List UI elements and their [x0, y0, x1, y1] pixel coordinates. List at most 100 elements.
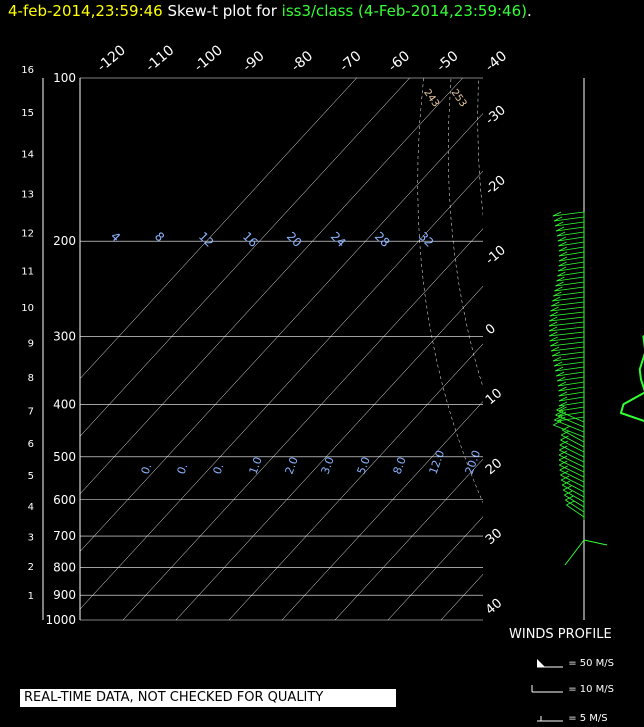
- wind-barb-feather: [555, 366, 564, 372]
- wind-legend-50-label: = 50 M/S: [568, 658, 614, 669]
- wind-barb-feather: [554, 221, 564, 227]
- temperature-top-label: -40: [482, 48, 510, 75]
- wind-barb: [549, 311, 585, 317]
- wind-barb: [556, 276, 585, 282]
- height-tick-label: 16: [21, 65, 34, 76]
- isobar-grid: [80, 77, 483, 621]
- wind-barb-feather: [556, 376, 566, 382]
- wind-legend-10-label: = 10 M/S: [568, 684, 614, 695]
- wind-barb: [549, 336, 585, 342]
- title-datetime: 4-feb-2014,23:59:46: [8, 2, 163, 20]
- mixing-ratio-line: [522, 241, 644, 620]
- wind-barb-feather: [559, 445, 568, 451]
- wind-barb: [558, 241, 585, 247]
- height-tick-label: 14: [21, 150, 34, 161]
- temperature-right-label: 20: [483, 456, 505, 478]
- temperature-top-label: -60: [385, 48, 413, 75]
- height-tick-label: 7: [28, 406, 34, 417]
- wind-barb-5-icon: [537, 716, 563, 722]
- temperature-right-label: -20: [483, 173, 509, 198]
- wind-barb: [558, 459, 585, 473]
- wind-barb: [558, 386, 585, 392]
- wind-barb: [558, 454, 585, 468]
- isotherm-grid: [80, 78, 644, 620]
- wind-barb-feather: [565, 495, 574, 501]
- wind-barb: [583, 539, 608, 546]
- wind-barb-feather: [552, 296, 561, 302]
- isotherm-line: [80, 78, 410, 437]
- wind-barb: [556, 226, 585, 232]
- wind-barb-feather: [558, 391, 568, 397]
- wind-barb: [549, 316, 585, 322]
- pressure-tick-label: 600: [53, 493, 76, 507]
- wind-barb: [561, 434, 585, 448]
- wind-barb: [553, 216, 585, 222]
- temperature-right-label: -30: [483, 103, 509, 128]
- temperature-top-label: -70: [337, 48, 365, 75]
- wind-barb-feather: [550, 306, 559, 312]
- wind-barb-feather: [555, 410, 564, 416]
- wind-barb: [556, 371, 585, 377]
- wind-barb-feather: [558, 251, 568, 257]
- wind-barb-feather: [557, 236, 567, 242]
- mixing-ratio-top-label: 20: [284, 229, 305, 250]
- isotherm-line: [440, 573, 483, 620]
- wind-barb-feather: [558, 455, 568, 461]
- wind-barb-feather: [554, 286, 563, 292]
- wind-barb-feather: [558, 246, 568, 252]
- height-tick-label: 11: [21, 266, 34, 277]
- wind-barb: [558, 256, 585, 262]
- temperature-top-label: -80: [288, 48, 316, 75]
- wind-barb-feather: [551, 301, 560, 307]
- wind-barb: [555, 366, 585, 372]
- height-tick-label: 2: [28, 562, 34, 573]
- wind-barb: [550, 341, 585, 347]
- pressure-tick-label: 300: [53, 330, 76, 344]
- title-middle: Skew-t plot for: [167, 2, 277, 20]
- dry-adiabat-label: 243: [421, 87, 441, 109]
- temperature-top-label: -100: [191, 42, 226, 75]
- temperature-right-label: 40: [483, 596, 505, 618]
- temperature-right-label: 0: [483, 321, 499, 338]
- wind-barb-feather: [553, 216, 563, 222]
- wind-barb-feather: [549, 311, 558, 317]
- wind-barb: [549, 331, 585, 337]
- isotherm-line: [122, 228, 483, 620]
- wind-barb: [555, 281, 585, 287]
- wind-barb: [562, 429, 585, 443]
- wind-barb-feather: [557, 271, 566, 277]
- wind-barb: [565, 499, 585, 513]
- height-tick-label: 15: [21, 108, 34, 119]
- wind-barb: [552, 296, 585, 302]
- wind-barb-feather: [553, 291, 562, 297]
- wind-barb: [557, 271, 585, 277]
- wind-barb-feather: [548, 321, 558, 327]
- quality-disclaimer: REAL-TIME DATA, NOT CHECKED FOR QUALITY: [20, 689, 396, 707]
- isotherm-line: [80, 78, 357, 380]
- winds-profile-title: WINDS PROFILE: [509, 627, 612, 642]
- pressure-tick-label: 700: [53, 529, 76, 543]
- wind-barb-feather: [548, 326, 558, 332]
- wind-barb-feather: [558, 241, 567, 247]
- wind-barb: [559, 469, 585, 483]
- wind-barb-feather: [551, 351, 561, 357]
- wind-barb: [557, 416, 585, 422]
- wind-barb-feather: [560, 470, 569, 476]
- isotherm-line: [334, 458, 483, 620]
- isotherm-line: [175, 285, 483, 620]
- dry-adiabat-label: 253: [449, 87, 469, 109]
- mixing-ratio-top-label: 4: [108, 229, 123, 244]
- title-period: .: [527, 2, 532, 20]
- chart-title: 4-feb-2014,23:59:46 Skew-t plot for iss3…: [8, 2, 532, 20]
- wind-barb: [557, 411, 585, 417]
- wind-barb-feather: [549, 316, 558, 322]
- wind-barb-feather: [559, 465, 568, 471]
- wind-barb-feather: [561, 430, 570, 436]
- mixing-ratio-top-label: 8: [152, 229, 167, 244]
- wind-barb: [551, 346, 585, 352]
- wind-barb-feather: [555, 281, 564, 287]
- mixing-ratio-bottom-label: 5.0: [355, 455, 373, 476]
- isotherm-line: [600, 78, 644, 620]
- pressure-tick-label: 900: [53, 588, 76, 602]
